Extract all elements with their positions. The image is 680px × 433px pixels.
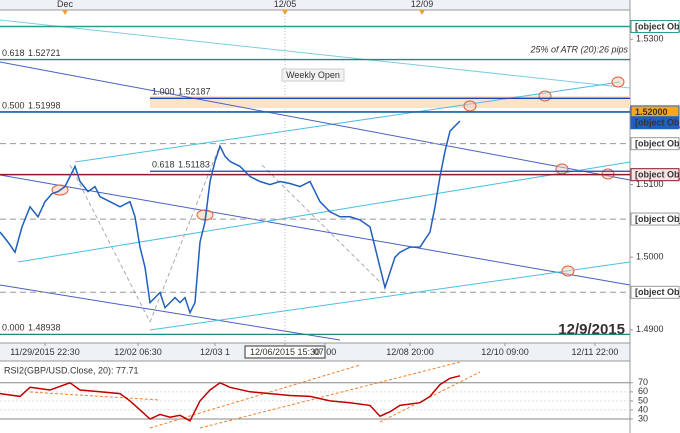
level-label-box — [630, 19, 680, 33]
x-tick-label: 12/10 09:00 — [481, 347, 529, 357]
top-tick — [419, 10, 425, 15]
rsi-line — [0, 375, 461, 422]
top-tick-label: 12/09 — [411, 0, 434, 9]
y-tick-label: 1.4900 — [636, 324, 664, 334]
y-tick-label: 1.5100 — [636, 179, 664, 189]
fib-ratio: 0.618 — [2, 48, 25, 58]
top-tick — [282, 10, 288, 15]
level-label-box — [630, 212, 680, 226]
trend-line — [149, 261, 631, 331]
y-tick-label: 50 — [638, 395, 648, 405]
x-tick-label: 11/29/2015 22:30 — [10, 347, 79, 357]
level-label-box — [630, 285, 680, 299]
y-tick-label: 60 — [638, 386, 648, 396]
trend-line — [0, 284, 341, 341]
top-tick-label: Dec — [57, 0, 74, 9]
touch-circle — [463, 100, 477, 112]
x-tick-label: 12/03 1 — [200, 347, 230, 357]
level-label-box — [630, 137, 680, 151]
level-label: [object Object] — [635, 118, 680, 128]
top-tick — [62, 10, 68, 15]
touch-circle — [538, 90, 552, 102]
watermark: 12/9/2015 — [558, 321, 625, 338]
y-tick-label: 40 — [638, 404, 648, 414]
fib-ratio: 1.000 — [152, 87, 175, 97]
level-label-box — [630, 116, 680, 130]
level-label: [object Object] — [635, 139, 680, 149]
level-label: [object Object] — [635, 214, 680, 224]
price-line — [0, 120, 461, 315]
weekly-open-box — [281, 68, 345, 82]
trend-line — [69, 164, 151, 323]
y-tick-label: 70 — [638, 377, 648, 387]
x-tick-label: 12/06/2015 15:30 — [250, 347, 320, 357]
trend-line — [0, 19, 631, 89]
rsi-title: RSI2(GBP/USD.Close, 20): 77.71 — [4, 365, 139, 375]
x-tick-label: 12/08 20:00 — [386, 347, 434, 357]
trend-line — [0, 61, 631, 181]
fib-ratio: 0.000 — [2, 323, 25, 333]
target-zone — [150, 96, 630, 108]
x-tick-label: 12/11 22:00 — [572, 347, 619, 357]
y-tick-label: 1.5000 — [636, 252, 664, 262]
level-label: [object Object] — [635, 170, 680, 180]
y-tick-label: 30 — [638, 413, 648, 423]
level-label-box — [630, 168, 680, 182]
x-tick-label: 07:00 — [314, 347, 337, 357]
weekly-open: Weekly Open — [286, 70, 340, 80]
fib-value: 1.51998 — [28, 100, 61, 110]
level-label: [object Object] — [635, 287, 680, 297]
touch-circle — [561, 265, 575, 277]
top-tick-label: 12/05 — [274, 0, 297, 9]
level-label: [object Object] — [635, 21, 680, 31]
fib-value: 1.52721 — [28, 48, 61, 58]
fib-value: 1.52187 — [178, 87, 211, 97]
y-tick-label: 1.5300 — [636, 34, 664, 44]
fib-ratio: 0.500 — [2, 100, 25, 110]
fib-value: 1.48938 — [28, 323, 61, 333]
trend-line — [17, 161, 631, 263]
touch-circle — [555, 163, 569, 175]
rsi-trend-line — [29, 391, 161, 401]
x-tick-label: 12/02 06:30 — [114, 347, 162, 357]
level-label: 1.52000 — [635, 107, 668, 117]
top-axis — [0, 0, 630, 10]
trend-lines — [0, 19, 631, 341]
atr-note: 25% of ATR (20):26 pips — [529, 44, 628, 54]
fib-ratio: 0.618 — [152, 160, 175, 170]
trend-line — [0, 174, 631, 286]
trend-line — [74, 81, 621, 163]
fib-value: 1.51183 — [178, 160, 210, 170]
touch-circle — [611, 76, 625, 88]
